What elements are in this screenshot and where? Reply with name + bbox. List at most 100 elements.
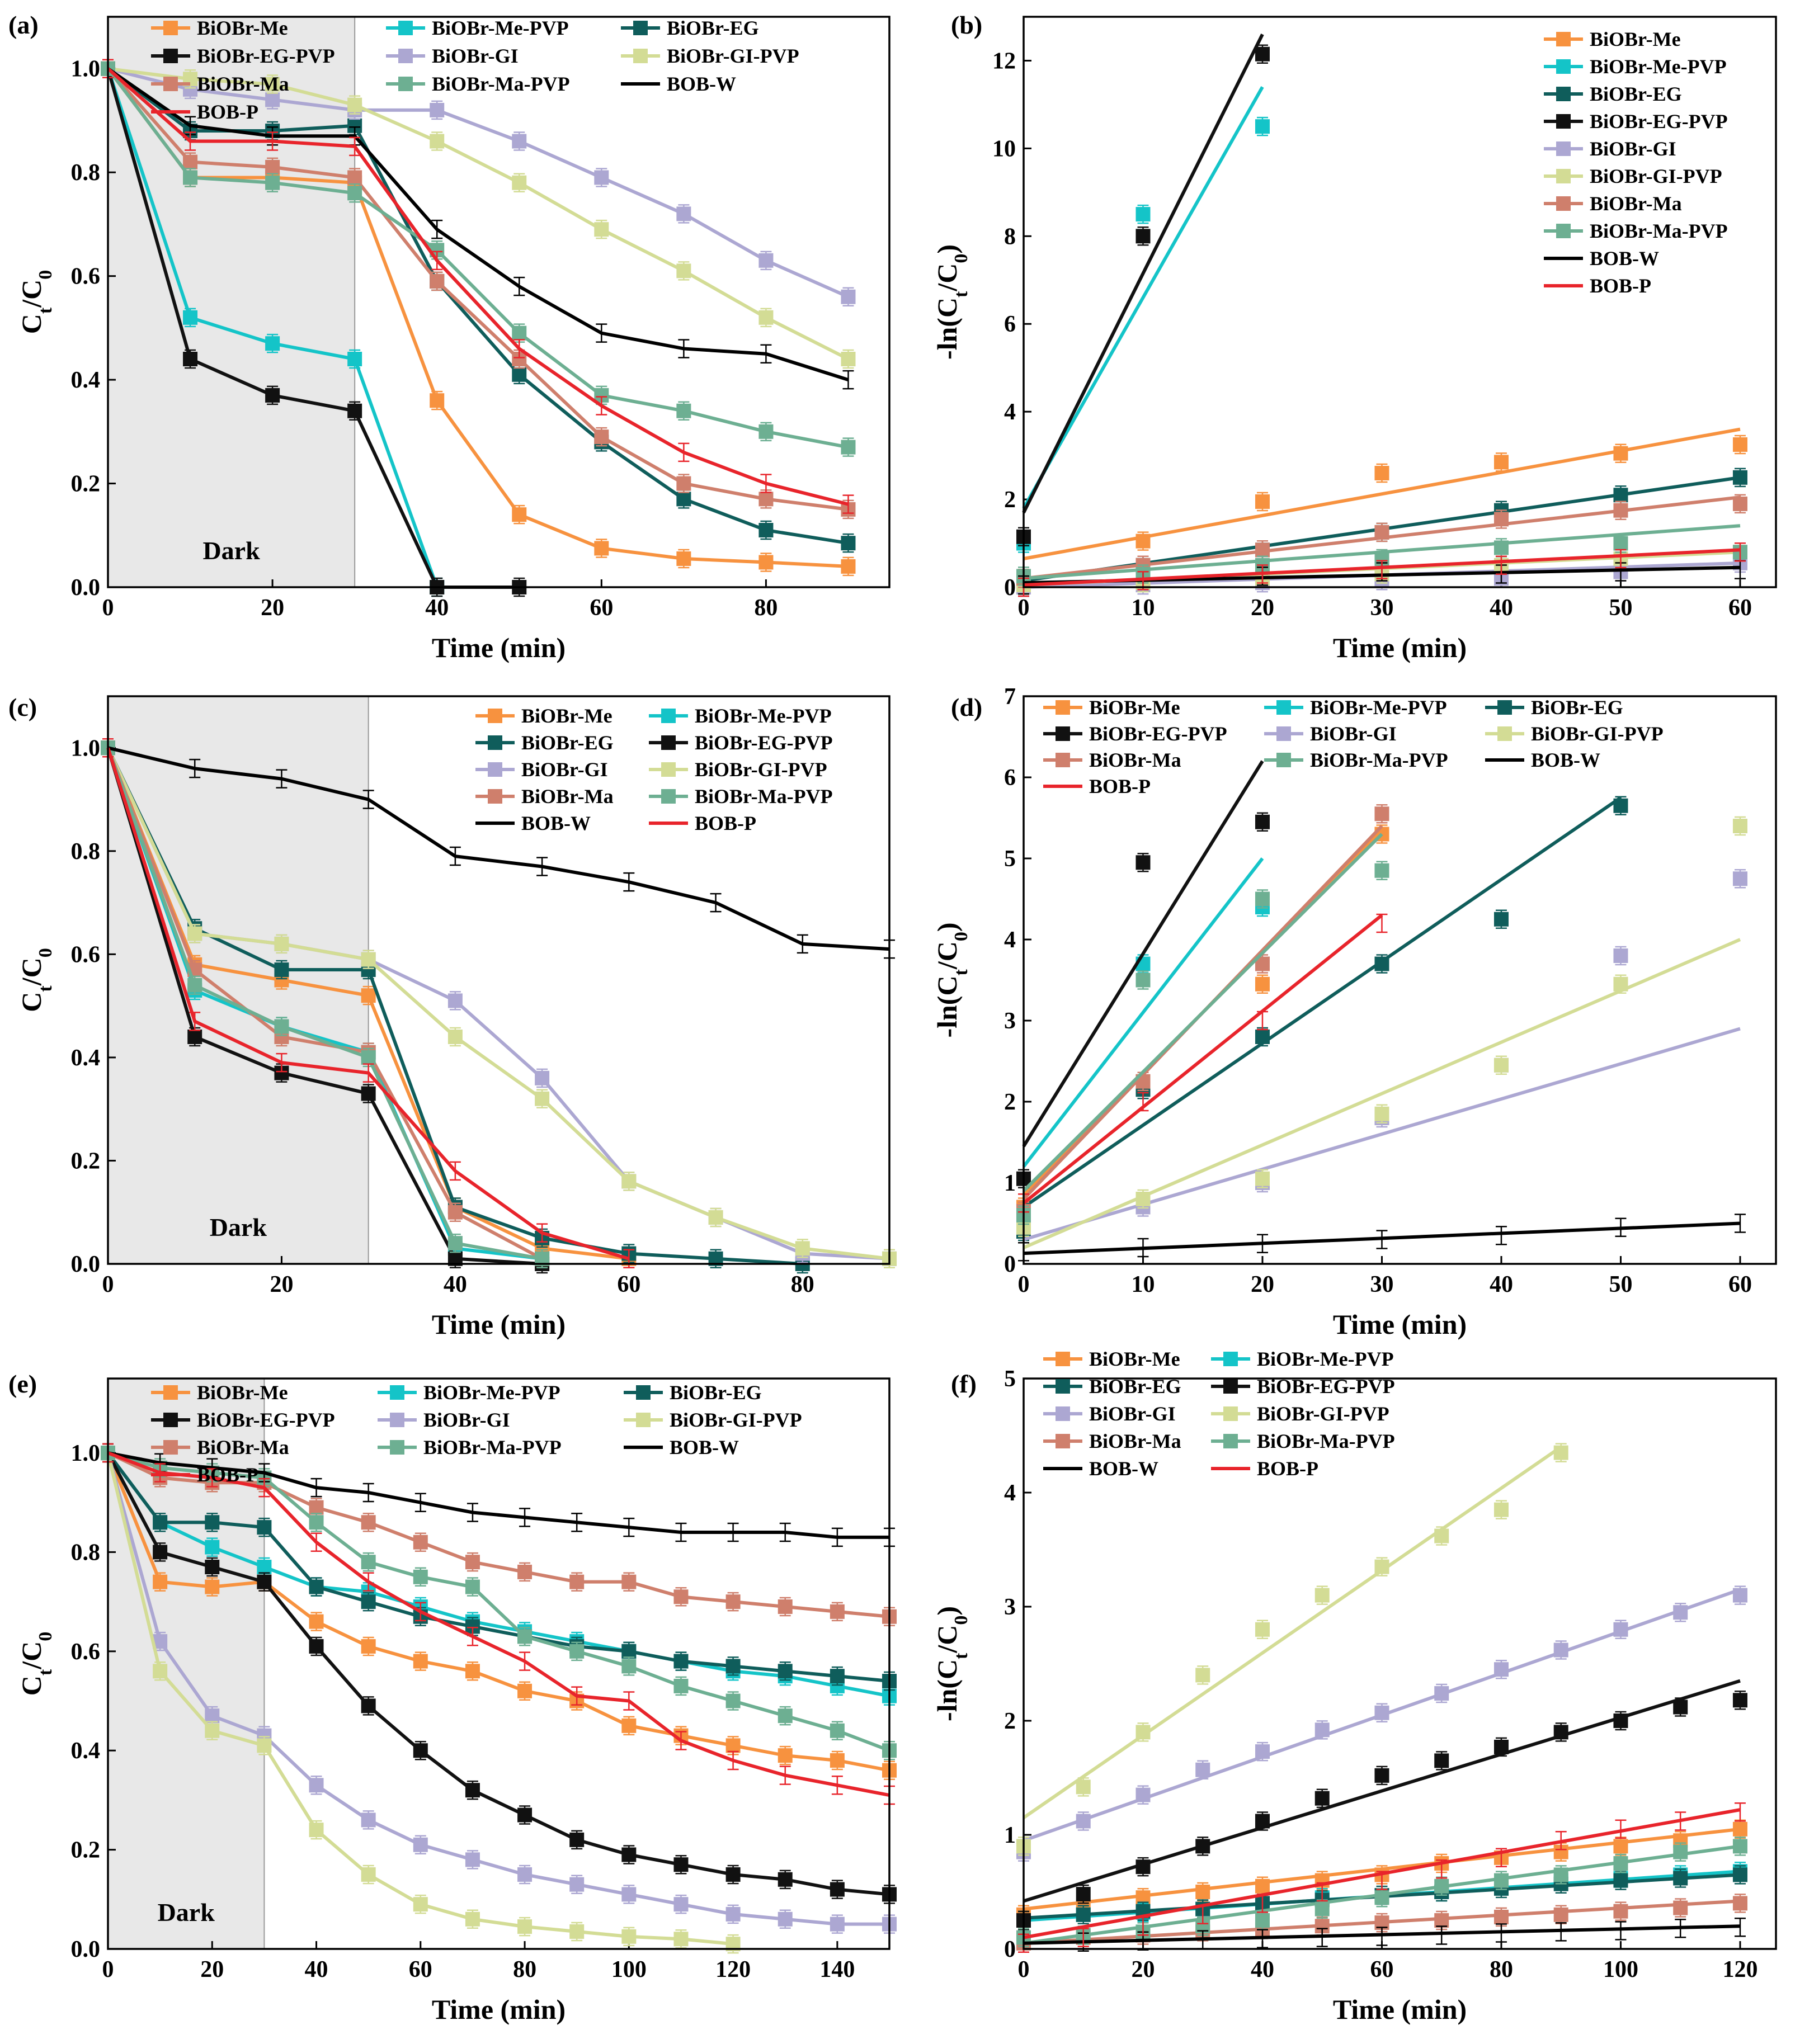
data-point: [795, 1241, 810, 1256]
legend-label: BiOBr-EG: [667, 17, 759, 39]
series-BiOBr-Me-PVP: [1016, 86, 1270, 553]
panel-b: 0 10 20 30 40 50 60 0 2 4 6 8 10 12 Time (min) -ln(Ct/C…: [931, 11, 1777, 663]
data-point: [347, 170, 362, 185]
y-tick-label: 2: [1004, 1089, 1016, 1115]
legend-label: BOB-W: [1531, 749, 1600, 771]
data-point: [758, 555, 774, 570]
data-point: [274, 962, 289, 978]
data-point: [1613, 1873, 1628, 1888]
legend-swatch-marker: [488, 709, 502, 723]
x-tick-label: 0: [102, 595, 114, 621]
data-point: [1255, 1171, 1270, 1186]
legend-swatch-marker: [1056, 753, 1070, 767]
fit-line: [1022, 760, 1264, 1148]
data-point: [512, 175, 527, 190]
series-line: [107, 1451, 890, 1797]
dark-region: [107, 16, 356, 588]
legend-label: BiOBr-Me: [1590, 28, 1681, 50]
data-point: [673, 1897, 689, 1912]
series-line: [106, 67, 849, 449]
legend-item: BiOBr-Ma-PVP: [386, 73, 570, 95]
data-point: [1434, 1528, 1449, 1543]
data-point: [676, 551, 691, 566]
y-tick-label: 0.0: [71, 1252, 101, 1277]
data-point: [347, 403, 362, 418]
data-point: [447, 1236, 463, 1251]
y-axis-title: -ln(Ct/C0): [931, 922, 972, 1037]
y-axis-title-part: -ln(C: [931, 298, 963, 360]
legend-label: BiOBr-Ma-PVP: [423, 1436, 562, 1458]
data-point: [413, 1743, 428, 1758]
legend-label: BOB-P: [1089, 775, 1151, 797]
plot-frame: [1023, 1377, 1777, 1950]
legend-swatch-marker: [661, 709, 676, 723]
data-point: [517, 1919, 533, 1934]
legend-swatch-marker: [1556, 141, 1571, 156]
legend-swatch-marker: [1556, 169, 1571, 183]
legend-swatch-marker: [1056, 1379, 1070, 1394]
data-point: [265, 92, 280, 107]
legend-swatch-marker: [163, 1385, 178, 1400]
series-BOB-W: [1018, 1917, 1746, 1953]
data-point: [430, 393, 445, 408]
data-point: [758, 523, 774, 537]
legend-swatch-marker: [633, 21, 648, 35]
fit-line: [1023, 1445, 1562, 1819]
y-axis-title-part: C: [16, 1675, 47, 1696]
data-point: [1314, 1791, 1330, 1806]
data-point: [361, 1639, 376, 1654]
data-point: [517, 1867, 533, 1882]
legend-item: BiOBr-EG: [1544, 83, 1682, 105]
legend-item: BiOBr-EG: [1043, 1375, 1181, 1398]
data-point: [361, 1555, 376, 1570]
legend-swatch-marker: [661, 762, 676, 777]
data-point: [569, 1832, 585, 1847]
legend-item: BiOBr-EG: [1485, 696, 1623, 719]
legend-label: BiOBr-Ma: [1089, 1430, 1181, 1452]
data-point: [1493, 1739, 1509, 1754]
legend-label: BiOBr-Me: [521, 705, 612, 727]
y-axis-title-part: 0: [35, 1632, 56, 1641]
legend-item: BOB-P: [1043, 775, 1151, 797]
panel-label: (a): [8, 11, 39, 39]
data-point: [1493, 455, 1509, 470]
legend-label: BiOBr-Me-PVP: [1590, 55, 1727, 78]
y-axis-title-part: 0: [951, 1616, 972, 1625]
y-axis-title: Ct/C0: [16, 948, 56, 1012]
legend-label: BiOBr-Me: [1089, 696, 1180, 719]
data-point: [1255, 814, 1270, 829]
legend-label: BiOBr-Ma-PVP: [432, 73, 570, 95]
legend-swatch-marker: [398, 49, 413, 63]
x-tick-label: 80: [513, 1957, 536, 1982]
y-tick-label: 0.4: [71, 1738, 101, 1764]
data-point: [621, 1644, 637, 1659]
y-tick-label: 3: [1004, 1594, 1016, 1620]
data-point: [413, 1654, 428, 1669]
y-axis-title-part: -ln(C: [931, 1659, 963, 1721]
data-point: [1613, 488, 1628, 503]
data-point: [676, 206, 691, 221]
data-point: [1434, 1753, 1449, 1768]
data-point: [265, 175, 280, 190]
y-axis-title-part: /C: [16, 957, 47, 986]
y-tick-label: 10: [992, 136, 1016, 162]
series-BOB-P: [1018, 1802, 1746, 1953]
legend-label: BOB-W: [670, 1436, 739, 1458]
data-point: [778, 1664, 793, 1679]
data-point: [1195, 1668, 1210, 1683]
data-point: [265, 336, 280, 351]
y-axis-title-part: /C: [16, 280, 47, 308]
legend-label: BOB-W: [1089, 1457, 1158, 1480]
data-point: [361, 988, 376, 1003]
data-point: [361, 952, 376, 967]
data-point: [1732, 1839, 1747, 1854]
legend-swatch-marker: [163, 21, 178, 35]
data-point: [1255, 1622, 1270, 1637]
data-point: [1135, 1192, 1151, 1206]
legend-item: BiOBr-GI-PVP: [1211, 1403, 1389, 1425]
data-point: [265, 77, 280, 92]
y-axis-title-part: t: [951, 291, 972, 298]
x-axis-title: Time (min): [1333, 1994, 1467, 2025]
data-point: [413, 1569, 428, 1584]
series-BiOBr-EG-PVP: [1016, 1679, 1747, 1930]
